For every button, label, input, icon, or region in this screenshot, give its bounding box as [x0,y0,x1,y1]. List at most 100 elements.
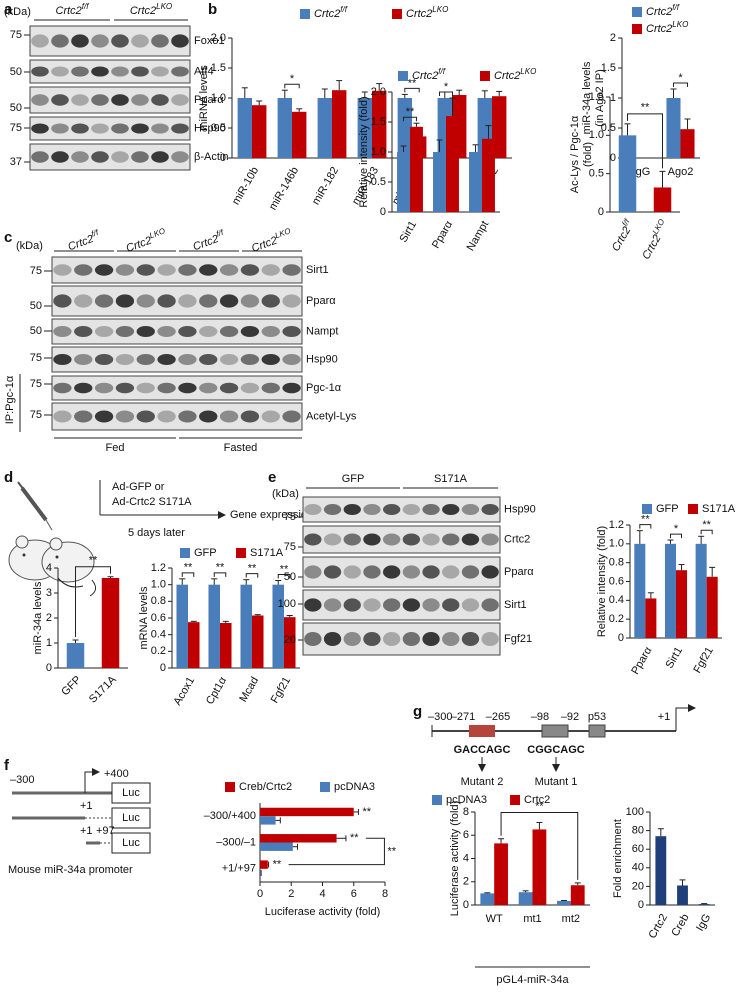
blot-band [363,533,381,546]
bar [469,152,482,212]
legend-label: GFP [656,503,679,515]
blot-band [94,294,114,308]
diagram-text: –300 [428,711,452,723]
blot-band [481,504,499,515]
blot-band [31,94,49,106]
blot-band [363,598,381,612]
bar [492,96,507,158]
blot-band [178,354,197,365]
band-label: Sirt1 [306,264,329,276]
group-label: S171A [434,473,468,485]
y-tick-label: 0.5 [211,122,226,134]
panel-label: b [208,1,217,18]
blot-band [219,354,239,365]
legend-swatch [480,71,490,81]
band-label: Hsp90 [194,122,226,134]
blot-band [461,598,480,612]
significance-label: ** [184,562,193,574]
blot-band [261,264,280,276]
blot-band [461,631,480,647]
legend-label-part: LKO [672,20,688,29]
blot-band [91,94,109,106]
y-tick-label: 2 [463,876,469,888]
y-axis-label: mRNA levels [138,586,150,649]
bar [680,129,695,158]
band-label: Crtc2 [504,533,530,545]
blot-band [240,382,260,394]
blot-band [178,264,197,276]
blot-band [422,533,440,546]
y-tick-label: 4 [463,852,469,864]
legend-label-part: Crtc2 [646,23,672,35]
bar [433,152,446,212]
legend-label-part: Crtc2 [646,6,672,18]
y-axis-label: miRNA levels [198,65,210,131]
panel-label: g [413,703,422,720]
bar [446,116,459,212]
significance-label: ** [350,832,359,844]
blot-band [199,382,218,394]
bar [645,598,657,638]
significance-label: ** [702,519,711,531]
bar [260,842,293,851]
significance-bracket [404,87,420,93]
blot-band [323,631,342,647]
blot-band [31,66,49,77]
significance-bracket [403,116,417,122]
blot-band [282,326,301,337]
blot-band [94,264,114,276]
y-tick-label: 1.2 [609,519,624,531]
blot-band [131,123,149,134]
blot-band [261,326,280,337]
size-marker: 75 [10,122,22,134]
legend-label-part: LKO [432,5,448,14]
band-label: Hsp90 [504,503,536,515]
group-label: Crtc2LKO [130,2,172,17]
bar [397,152,410,212]
blot-band [131,94,149,106]
y-tick-label: 0.5 [601,122,616,134]
blot-band [481,565,499,579]
bar [252,615,264,668]
significance-bracket [181,572,195,577]
y-tick-label: 80 [632,825,644,837]
blot-band [111,151,129,163]
band-label: Pparα [306,295,336,307]
blot-strip [51,346,303,373]
blot-band [422,565,440,579]
significance-label: * [290,73,295,85]
blot-band [461,565,480,579]
blot-band [53,264,72,276]
group-label-part: S171A [434,473,468,485]
blot-band [442,565,460,579]
significance-bracket [213,572,227,577]
band-label: Foxo1 [194,35,225,47]
group-label-part: f/f [215,227,225,238]
legend-swatch [300,9,310,19]
blot-band [131,34,149,48]
y-tick-label: 0 [380,206,386,218]
y-tick-label: 0 [638,899,644,911]
y-tick-label: 1 [610,92,616,104]
size-marker: 75 [30,378,42,390]
blot-band [382,565,401,579]
blot-band [51,123,69,134]
x-tick-label-part: Ago2 [668,166,694,178]
y-tick-label: 4 [46,562,52,574]
blot-band [91,123,109,134]
blot-band [136,410,155,423]
blot-band [343,504,361,515]
bar [357,98,372,158]
bar [240,584,252,668]
legend-swatch [236,548,246,558]
y-tick-label: 0.8 [151,595,166,607]
group-label: GFP [342,473,365,485]
kda-label: (kDa) [272,488,299,500]
blot-band [91,34,109,48]
legend-label-part: f/f [340,5,347,14]
x-tick-label-part: mt2 [562,913,580,925]
blot-strip [51,256,303,284]
bar [494,843,508,905]
y-tick-label: 1.0 [589,129,604,141]
